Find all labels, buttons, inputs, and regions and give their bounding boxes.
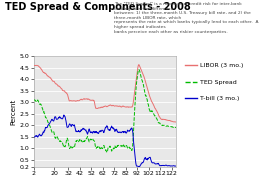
Legend: LIBOR (3 mo.), TED Spread, T-bill (3 mo.): LIBOR (3 mo.), TED Spread, T-bill (3 mo.… [184,62,245,103]
Text: The "TED Spread" is a measure of credit risk for inter-bank lending. It is the d: The "TED Spread" is a measure of credit … [114,2,258,34]
Text: TED Spread & Components - 2008: TED Spread & Components - 2008 [5,2,191,12]
Y-axis label: Percent: Percent [11,98,17,125]
